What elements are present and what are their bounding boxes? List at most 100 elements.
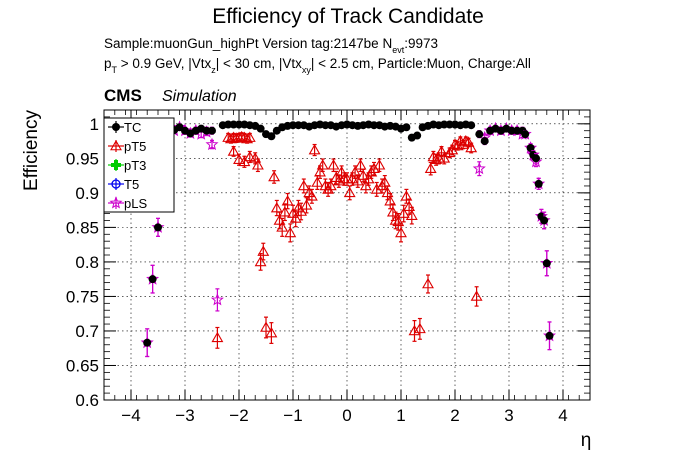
y-tick-label: 0.75	[66, 287, 99, 306]
data-point-pt5	[249, 152, 262, 165]
data-point-pt5	[281, 192, 294, 210]
marker-shape	[435, 145, 448, 156]
marker	[435, 145, 448, 156]
marker	[534, 179, 543, 188]
x-tick-label: 1	[396, 406, 405, 425]
data-point-tc	[148, 264, 157, 294]
legend: TC pT5 pT3 T5 pLS	[103, 117, 175, 213]
subtitle-part3: | < 2.5 cm, Particle:Muon, Charge:All	[311, 56, 531, 71]
marker	[243, 131, 256, 142]
marker	[305, 190, 318, 201]
legend-entry-pt5: pT5	[108, 139, 146, 154]
subtitle-xy-sub: xy	[302, 65, 312, 75]
data-point-tc	[540, 211, 549, 230]
marker-shape	[351, 175, 364, 186]
marker	[540, 216, 549, 225]
marker	[256, 124, 265, 133]
data-point-tc	[521, 130, 530, 139]
subtitle-nevt-value: :9973	[404, 36, 438, 51]
marker	[370, 183, 383, 194]
marker	[257, 245, 270, 256]
marker	[233, 153, 245, 165]
marker	[316, 159, 329, 170]
marker-shape	[267, 132, 276, 141]
marker-shape	[260, 321, 272, 332]
marker	[267, 132, 276, 141]
data-point-pt5	[405, 206, 418, 225]
subtitle-line-1: Sample:muonGun_highPt Version tag:2147be…	[104, 36, 438, 55]
marker-shape	[534, 179, 543, 188]
data-point-pt5	[381, 185, 394, 201]
marker	[260, 321, 272, 332]
legend-marker	[109, 196, 123, 209]
data-point-pt5	[378, 174, 391, 191]
y-tick-label: 0.9	[75, 184, 99, 203]
legend-entry-tc: TC	[108, 120, 141, 135]
marker-shape	[211, 331, 224, 343]
marker	[357, 169, 370, 180]
marker	[413, 131, 422, 140]
marker	[211, 331, 224, 343]
data-point-pt5	[408, 319, 421, 342]
marker-shape	[308, 143, 321, 155]
marker-shape	[249, 152, 262, 163]
marker	[392, 215, 405, 227]
marker-shape	[354, 159, 367, 170]
marker-shape	[424, 162, 437, 173]
legend-label: pT5	[124, 139, 146, 154]
data-point-tc	[434, 121, 443, 130]
data-point-pt5	[243, 131, 256, 143]
data-point-pt5	[295, 202, 308, 221]
y-tick-label: 0.7	[75, 322, 99, 341]
marker	[276, 221, 289, 232]
marker-shape	[467, 121, 476, 130]
marker-shape	[422, 277, 434, 289]
marker-shape	[143, 338, 152, 347]
marker-shape	[227, 145, 240, 156]
data-point-pt5	[251, 158, 264, 173]
marker	[422, 277, 434, 289]
data-point-tc	[208, 126, 216, 135]
marker-shape	[111, 160, 121, 170]
marker	[381, 186, 394, 198]
marker-shape	[413, 322, 426, 334]
marker-shape	[254, 255, 267, 267]
marker	[354, 159, 367, 170]
data-point-pt5	[422, 274, 434, 294]
data-point-tc	[534, 177, 543, 191]
y-axis-title: Efficiency	[21, 110, 42, 191]
data-point-pt5	[265, 322, 278, 344]
marker	[475, 130, 484, 139]
data-point-pt5	[351, 174, 364, 188]
data-point-pt5	[462, 136, 475, 148]
x-tick-label: −3	[175, 406, 194, 425]
data-point-tc	[532, 152, 540, 164]
marker-shape	[465, 141, 478, 153]
marker	[311, 176, 324, 187]
x-tick-label: −2	[229, 406, 248, 425]
marker-shape	[529, 154, 543, 168]
data-point-tc	[475, 130, 484, 139]
marker-shape	[278, 206, 291, 217]
marker	[526, 143, 535, 152]
data-point-tc	[402, 123, 411, 132]
data-point-pt5	[260, 316, 272, 339]
marker	[300, 199, 313, 210]
data-point-tc	[467, 121, 476, 130]
data-point-pls	[472, 161, 486, 177]
legend-marker	[111, 179, 121, 189]
data-point-pt5	[343, 185, 356, 201]
legend-label: T5	[124, 177, 139, 192]
y-tick-label: 0.65	[66, 356, 99, 375]
marker-shape	[542, 259, 551, 268]
marker	[351, 175, 364, 186]
marker-shape	[475, 130, 484, 139]
marker	[462, 136, 475, 147]
marker	[210, 293, 224, 306]
data-point-pt5	[397, 204, 410, 223]
marker	[408, 324, 421, 336]
marker	[395, 226, 407, 238]
data-point-tc	[267, 132, 276, 141]
chart-title: Efficiency of Track Candidate	[212, 5, 484, 28]
data-point-pt5	[289, 209, 302, 228]
